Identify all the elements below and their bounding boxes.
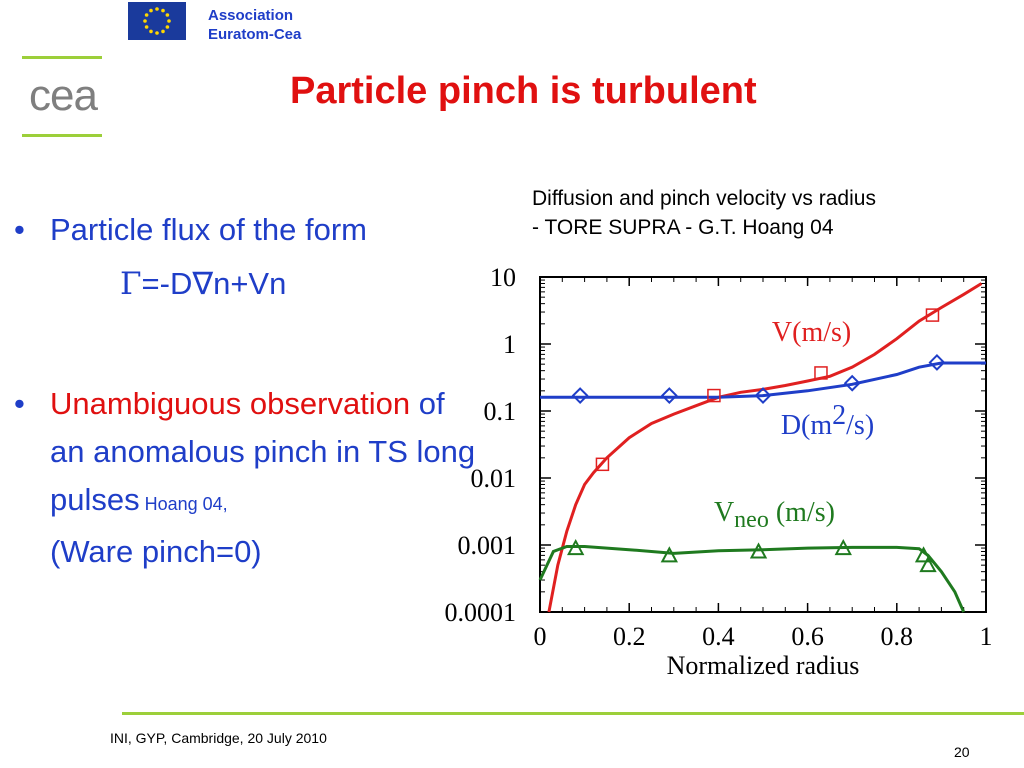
eu-flag-icon bbox=[128, 2, 186, 40]
series-lines bbox=[538, 282, 986, 613]
observation-reference: Hoang 04, bbox=[139, 494, 228, 514]
chart-caption-line2: - TORE SUPRA - G.T. Hoang 04 bbox=[532, 216, 834, 239]
x-tick-label: 1 bbox=[980, 622, 993, 651]
formula-gamma: Γ bbox=[120, 266, 142, 302]
footer-text: INI, GYP, Cambridge, 20 July 2010 bbox=[110, 730, 327, 746]
ware-pinch-note: (Ware pinch=0) bbox=[50, 534, 262, 569]
y-tick-label: 0.0001 bbox=[445, 598, 517, 627]
footer-divider bbox=[122, 712, 1024, 715]
data-point-square bbox=[814, 366, 828, 380]
x-tick-label: 0.4 bbox=[702, 622, 735, 651]
chart-caption-line1: Diffusion and pinch velocity vs radius bbox=[532, 187, 876, 210]
bullet-item-flux: • Particle flux of the form bbox=[14, 206, 474, 254]
series-markers bbox=[567, 308, 946, 573]
eu-star-icon bbox=[161, 8, 165, 13]
bullet-dot: • bbox=[14, 386, 25, 421]
data-point-square bbox=[925, 308, 940, 322]
series-line bbox=[547, 282, 983, 613]
eu-star-icon bbox=[149, 29, 153, 34]
association-line2: Euratom-Cea bbox=[208, 26, 302, 43]
x-tick-label: 0.8 bbox=[881, 622, 914, 651]
eu-star-icon bbox=[155, 31, 159, 35]
axis-ticks bbox=[539, 276, 987, 613]
eu-star-icon bbox=[149, 8, 153, 13]
eu-star-icon bbox=[165, 13, 170, 17]
cea-logo: cea bbox=[29, 74, 99, 120]
axis-tick-labels: 0 0.2 0.4 0.6 0.8 1 10 1 0.1 0.01 0.001 0.0001 bbox=[445, 263, 993, 651]
logo-divider-bottom bbox=[22, 134, 102, 137]
eu-star-icon bbox=[167, 19, 171, 23]
observation-rest: of an anomalous pinch in TS long pulses bbox=[50, 386, 476, 517]
series-line bbox=[540, 361, 986, 399]
data-point-triangle bbox=[749, 542, 768, 559]
data-point-triangle bbox=[567, 538, 585, 556]
association-label: Association Euratom-Cea bbox=[208, 6, 301, 44]
data-point-triangle bbox=[914, 546, 933, 563]
eu-star-icon bbox=[143, 19, 147, 23]
bullet-dot: • bbox=[14, 212, 25, 247]
x-tick-label: 0.2 bbox=[613, 622, 646, 651]
y-tick-label: 0.1 bbox=[484, 397, 517, 426]
data-point-diamond bbox=[571, 387, 589, 404]
flux-formula: Γ=-D∇n+Vn bbox=[120, 266, 286, 302]
data-point-square bbox=[595, 457, 610, 472]
data-point-triangle bbox=[660, 546, 679, 563]
eu-star-icon bbox=[161, 29, 165, 34]
y-tick-label: 0.001 bbox=[458, 531, 517, 560]
series-label: Vneo (m/s) bbox=[714, 497, 835, 533]
eu-star-icon bbox=[165, 25, 170, 29]
page-number: 20 bbox=[954, 744, 970, 760]
y-tick-label: 1 bbox=[503, 330, 516, 359]
eu-star-icon bbox=[144, 25, 149, 29]
y-tick-label: 0.01 bbox=[471, 464, 517, 493]
x-tick-label: 0 bbox=[534, 622, 547, 651]
x-axis-label: Normalized radius bbox=[667, 651, 860, 680]
page-title: Particle pinch is turbulent bbox=[290, 70, 757, 112]
observation-highlight: Unambiguous observation bbox=[50, 386, 411, 421]
eu-star-icon bbox=[144, 13, 149, 17]
bullet-list: • Particle flux of the form Γ=-D∇n+Vn • … bbox=[14, 206, 475, 569]
data-point-diamond bbox=[754, 387, 772, 404]
formula-equals: = bbox=[141, 266, 160, 301]
data-point-triangle bbox=[834, 538, 852, 556]
data-point-diamond bbox=[660, 387, 678, 404]
bullet-flux-text: Particle flux of the form bbox=[50, 212, 368, 247]
data-point-diamond bbox=[928, 354, 946, 371]
series-line bbox=[538, 545, 966, 613]
series-label: D(m2/s) bbox=[781, 400, 874, 441]
eu-star-icon bbox=[155, 7, 159, 11]
diffusion-pinch-chart: 0 0.2 0.4 0.6 0.8 1 10 1 0.1 0.01 0.001 0.0001 V(m/… bbox=[445, 263, 993, 680]
bullet-observation-text: Unambiguous observation of an anomalous … bbox=[50, 380, 480, 576]
formula-rest: -D∇n+Vn bbox=[159, 266, 287, 301]
data-point-square bbox=[707, 388, 721, 403]
association-line1: Association bbox=[208, 7, 294, 24]
data-point-diamond bbox=[843, 374, 861, 392]
data-point-triangle bbox=[919, 556, 937, 573]
x-tick-label: 0.6 bbox=[791, 622, 824, 651]
chart-caption: Diffusion and pinch velocity vs radius -… bbox=[532, 184, 876, 242]
series-labels: V(m/s) D(m2/s) Vneo (m/s) bbox=[714, 317, 874, 533]
logo-divider-top bbox=[22, 56, 102, 59]
y-tick-label: 10 bbox=[490, 263, 516, 292]
series-label: V(m/s) bbox=[772, 317, 851, 348]
cea-logo-text: cea bbox=[29, 74, 98, 120]
